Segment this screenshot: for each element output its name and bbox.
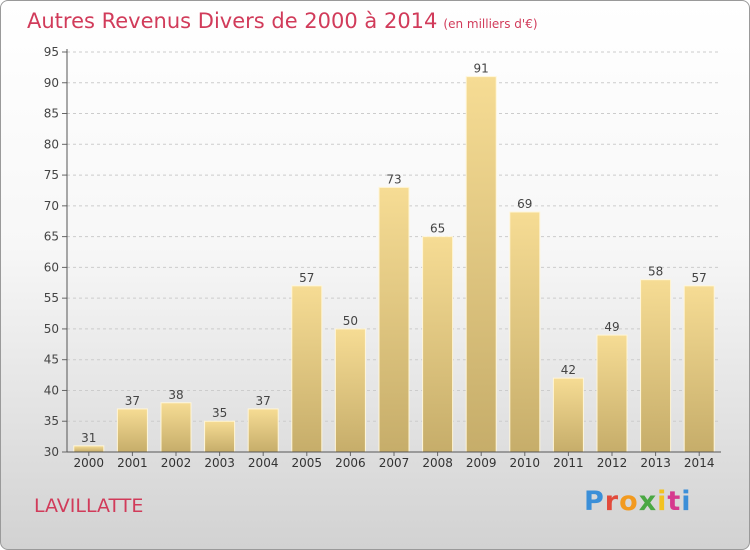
- x-tick-label-2014: 2014: [684, 456, 715, 470]
- bar-2007: [378, 186, 410, 453]
- x-tick-label-2007: 2007: [379, 456, 410, 470]
- x-tick-label-2011: 2011: [553, 456, 584, 470]
- y-tick-label-35: 35: [44, 414, 59, 428]
- bar-2014: [683, 285, 715, 453]
- data-label-2013: 58: [648, 265, 663, 279]
- bar-2000: [73, 445, 105, 453]
- x-tick-label-2009: 2009: [466, 456, 497, 470]
- y-tick-label-80: 80: [44, 137, 59, 151]
- data-label-2014: 57: [692, 271, 707, 285]
- x-tick-label-2003: 2003: [204, 456, 235, 470]
- x-tick-label-2005: 2005: [292, 456, 323, 470]
- bar-2004: [247, 408, 279, 453]
- logo-letter: i: [681, 486, 692, 517]
- bar-2005: [291, 285, 323, 453]
- logo-letter: x: [638, 486, 658, 517]
- data-label-2005: 57: [299, 271, 314, 285]
- x-tick-label-2012: 2012: [597, 456, 628, 470]
- logo-letter: P: [584, 486, 605, 517]
- x-tick-label-2008: 2008: [422, 456, 453, 470]
- proxiti-logo: Proxiti: [584, 486, 692, 517]
- y-tick-label-65: 65: [44, 230, 59, 244]
- y-tick-label-95: 95: [44, 45, 59, 59]
- data-label-2003: 35: [212, 406, 227, 420]
- data-label-2007: 73: [386, 172, 401, 186]
- data-label-2004: 37: [256, 394, 271, 408]
- commune-name: LAVILLATTE: [34, 495, 144, 517]
- data-label-2011: 42: [561, 363, 576, 377]
- y-tick-label-50: 50: [44, 322, 59, 336]
- data-label-2000: 31: [81, 431, 96, 445]
- data-label-2001: 37: [125, 394, 140, 408]
- y-tick-label-70: 70: [44, 199, 59, 213]
- data-label-2012: 49: [604, 320, 619, 334]
- x-tick-label-2006: 2006: [335, 456, 366, 470]
- bar-2008: [422, 236, 454, 453]
- y-tick-label-90: 90: [44, 76, 59, 90]
- bar-2010: [509, 211, 541, 453]
- chart-title: Autres Revenus Divers de 2000 à 2014 (en …: [27, 9, 538, 33]
- bar-2013: [640, 279, 672, 453]
- data-label-2002: 38: [168, 388, 183, 402]
- x-tick-label-2004: 2004: [248, 456, 279, 470]
- x-tick-label-2001: 2001: [117, 456, 148, 470]
- data-label-2006: 50: [343, 314, 358, 328]
- y-tick-label-30: 30: [44, 445, 59, 459]
- bar-2001: [116, 408, 148, 453]
- bar-2003: [204, 420, 236, 453]
- y-tick-label-85: 85: [44, 107, 59, 121]
- y-tick-label-60: 60: [44, 260, 59, 274]
- x-tick-label-2000: 2000: [74, 456, 105, 470]
- bar-2002: [160, 402, 192, 453]
- data-label-2008: 65: [430, 222, 445, 236]
- title-text: Autres Revenus Divers de 2000 à 2014: [27, 9, 438, 33]
- bar-2011: [552, 377, 584, 453]
- data-label-2010: 69: [517, 197, 532, 211]
- y-tick-label-55: 55: [44, 291, 59, 305]
- bar-2009: [465, 76, 497, 453]
- logo-letter: r: [604, 486, 620, 517]
- chart-unit: (en milliers d'€): [443, 17, 538, 31]
- logo-letter: i: [657, 486, 668, 517]
- x-tick-label-2013: 2013: [640, 456, 671, 470]
- x-tick-label-2002: 2002: [161, 456, 192, 470]
- logo-letter: o: [619, 486, 639, 517]
- y-tick-label-40: 40: [44, 383, 59, 397]
- bar-2012: [596, 334, 628, 453]
- x-tick-label-2010: 2010: [510, 456, 541, 470]
- logo-letter: t: [667, 486, 682, 517]
- y-tick-label-45: 45: [44, 353, 59, 367]
- y-tick-label-75: 75: [44, 168, 59, 182]
- bar-2006: [334, 328, 366, 453]
- data-label-2009: 91: [474, 62, 489, 76]
